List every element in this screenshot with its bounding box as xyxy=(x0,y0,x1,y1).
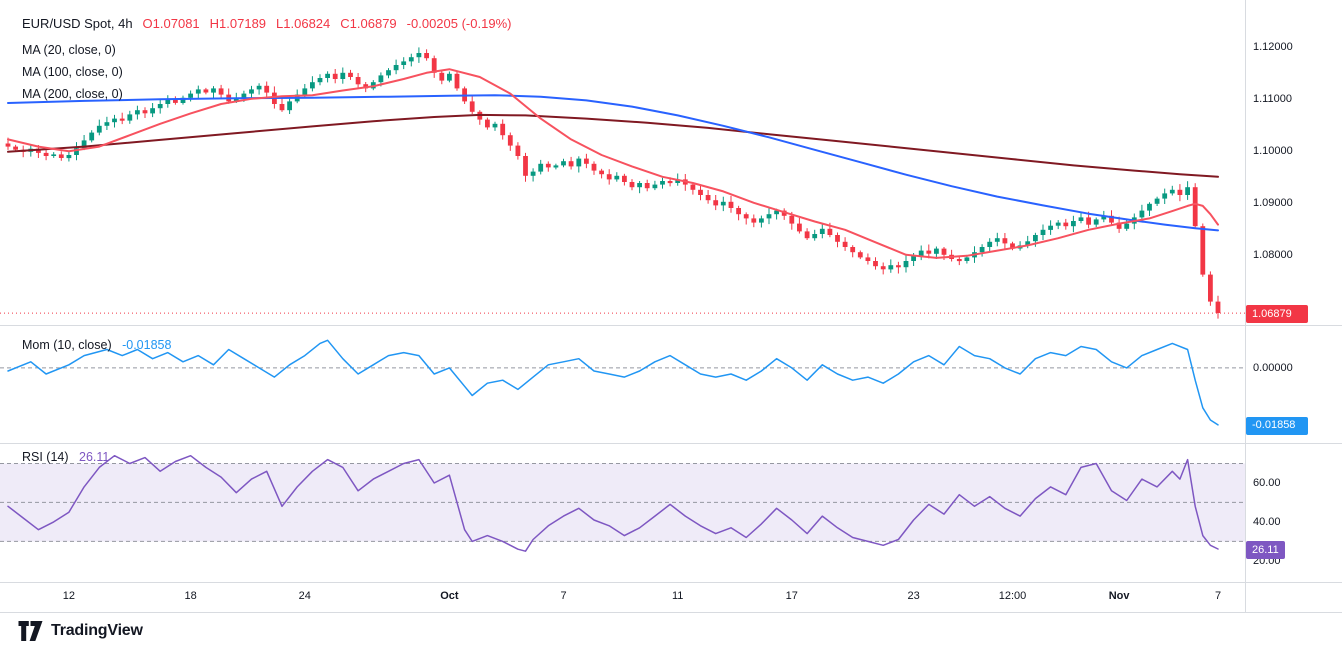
ohlc-change: -0.00205 (-0.19%) xyxy=(406,16,512,31)
time-label: 24 xyxy=(298,590,311,602)
time-label: Nov xyxy=(1108,590,1130,602)
time-label: 7 xyxy=(1214,590,1222,602)
time-label: Oct xyxy=(440,590,459,602)
time-axis-border xyxy=(0,582,1342,583)
ma200-legend[interactable]: MA (200, close, 0) xyxy=(22,87,123,101)
ohlc-high: H1.07189 xyxy=(209,16,267,31)
rsi-legend[interactable]: RSI (14) 26.11 xyxy=(22,450,109,464)
pane-separator-momentum[interactable] xyxy=(0,325,1342,326)
price-tick-label: 1.10000 xyxy=(1253,144,1293,157)
time-label: 7 xyxy=(560,590,567,602)
ohlc-open: O1.07081 xyxy=(142,16,200,31)
rsi-pane[interactable] xyxy=(0,443,1245,581)
momentum-legend-value: -0.01858 xyxy=(122,338,172,352)
time-label: 18 xyxy=(184,590,197,602)
time-axis[interactable]: 12 18 24 Oct 7 11 17 23 12:00 Nov 7 xyxy=(0,583,1245,611)
ma100-legend[interactable]: MA (100, close, 0) xyxy=(22,65,123,79)
price-tick-label: 1.12000 xyxy=(1253,40,1293,53)
rsi-legend-value: 26.11 xyxy=(79,450,110,464)
symbol-title[interactable]: EUR/USD Spot, 4h xyxy=(22,16,133,31)
time-label: 23 xyxy=(907,590,920,602)
pane-separator-rsi[interactable] xyxy=(0,443,1342,444)
ohlc-low: L1.06824 xyxy=(276,16,331,31)
tradingview-logo-icon[interactable] xyxy=(18,621,43,641)
price-tick-label: 1.09000 xyxy=(1253,196,1293,209)
rsi-tick-label: 40.00 xyxy=(1253,515,1281,528)
momentum-tick-label: 0.00000 xyxy=(1253,361,1293,374)
chart-bottom-border xyxy=(0,612,1342,613)
tradingview-logo-text[interactable]: TradingView xyxy=(51,622,143,639)
momentum-legend[interactable]: Mom (10, close) -0.01858 xyxy=(22,338,171,352)
footer: TradingView xyxy=(18,621,143,641)
time-label: 17 xyxy=(785,590,798,602)
momentum-legend-title: Mom (10, close) xyxy=(22,338,112,352)
rsi-legend-title: RSI (14) xyxy=(22,450,69,464)
ma20-legend[interactable]: MA (20, close, 0) xyxy=(22,43,116,57)
momentum-value-badge: -0.01858 xyxy=(1246,416,1308,435)
momentum-pane[interactable] xyxy=(0,325,1245,443)
price-axis-border xyxy=(1245,0,1246,612)
price-pane[interactable] xyxy=(0,0,1245,325)
time-label: 11 xyxy=(671,590,684,602)
last-price-badge: 1.06879 xyxy=(1246,305,1308,324)
rsi-value-badge: 26.11 xyxy=(1246,541,1285,559)
price-tick-label: 1.08000 xyxy=(1253,248,1293,261)
rsi-tick-label: 60.00 xyxy=(1253,476,1281,489)
time-label: 12:00 xyxy=(998,590,1027,602)
price-tick-label: 1.11000 xyxy=(1253,92,1292,105)
ohlc-close: C1.06879 xyxy=(340,16,397,31)
symbol-header: EUR/USD Spot, 4h O1.07081 H1.07189 L1.06… xyxy=(22,16,511,31)
time-label: 12 xyxy=(62,590,76,602)
